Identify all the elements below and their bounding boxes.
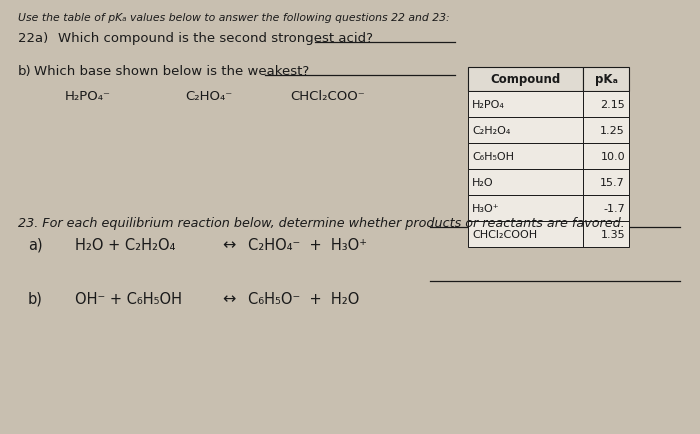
Text: ↔: ↔ (222, 291, 235, 306)
Bar (468, 196, 583, 221)
Bar (468, 170, 583, 196)
Text: CHCl₂COOH: CHCl₂COOH (472, 230, 537, 240)
Text: b): b) (28, 291, 43, 306)
Text: 22a): 22a) (18, 32, 48, 45)
Text: Which compound is the second strongest acid?: Which compound is the second strongest a… (58, 32, 373, 45)
Bar (468, 144, 583, 170)
Bar (583, 221, 629, 247)
Text: H₃O⁺: H₃O⁺ (472, 204, 500, 214)
Text: C₂H₂O₄: C₂H₂O₄ (472, 126, 510, 136)
Text: 10.0: 10.0 (601, 151, 625, 161)
Text: Compound: Compound (491, 73, 561, 86)
Text: ↔: ↔ (222, 237, 235, 253)
Text: H₂PO₄: H₂PO₄ (472, 100, 505, 110)
Text: pKₐ: pKₐ (594, 73, 617, 86)
Text: H₂O: H₂O (472, 178, 493, 187)
Bar (583, 144, 629, 170)
Text: 15.7: 15.7 (601, 178, 625, 187)
Bar (583, 196, 629, 221)
Text: C₂HO₄⁻  +  H₃O⁺: C₂HO₄⁻ + H₃O⁺ (248, 237, 367, 253)
Bar (583, 170, 629, 196)
Bar (468, 118, 583, 144)
Text: H₂O + C₂H₂O₄: H₂O + C₂H₂O₄ (75, 237, 176, 253)
Text: Which base shown below is the weakest?: Which base shown below is the weakest? (34, 65, 309, 78)
Text: 1.35: 1.35 (601, 230, 625, 240)
Text: OH⁻ + C₆H₅OH: OH⁻ + C₆H₅OH (75, 291, 182, 306)
Text: 2.15: 2.15 (601, 100, 625, 110)
Bar (583, 118, 629, 144)
Text: C₆H₅O⁻  +  H₂O: C₆H₅O⁻ + H₂O (248, 291, 359, 306)
Text: Use the table of pKₐ values below to answer the following questions 22 and 23:: Use the table of pKₐ values below to ans… (18, 13, 449, 23)
Text: C₆H₅OH: C₆H₅OH (472, 151, 514, 161)
Text: -1.7: -1.7 (603, 204, 625, 214)
Text: 23. For each equilibrium reaction below, determine whether products or reactants: 23. For each equilibrium reaction below,… (18, 217, 625, 230)
Bar (583, 92, 629, 118)
Text: CHCl₂COO⁻: CHCl₂COO⁻ (290, 90, 365, 103)
Text: 1.25: 1.25 (601, 126, 625, 136)
Bar (583, 68, 629, 92)
Text: a): a) (28, 237, 43, 253)
Bar (468, 221, 583, 247)
Bar (468, 68, 583, 92)
Text: b): b) (18, 65, 32, 78)
Bar (468, 92, 583, 118)
Text: C₂HO₄⁻: C₂HO₄⁻ (185, 90, 232, 103)
Text: H₂PO₄⁻: H₂PO₄⁻ (65, 90, 111, 103)
